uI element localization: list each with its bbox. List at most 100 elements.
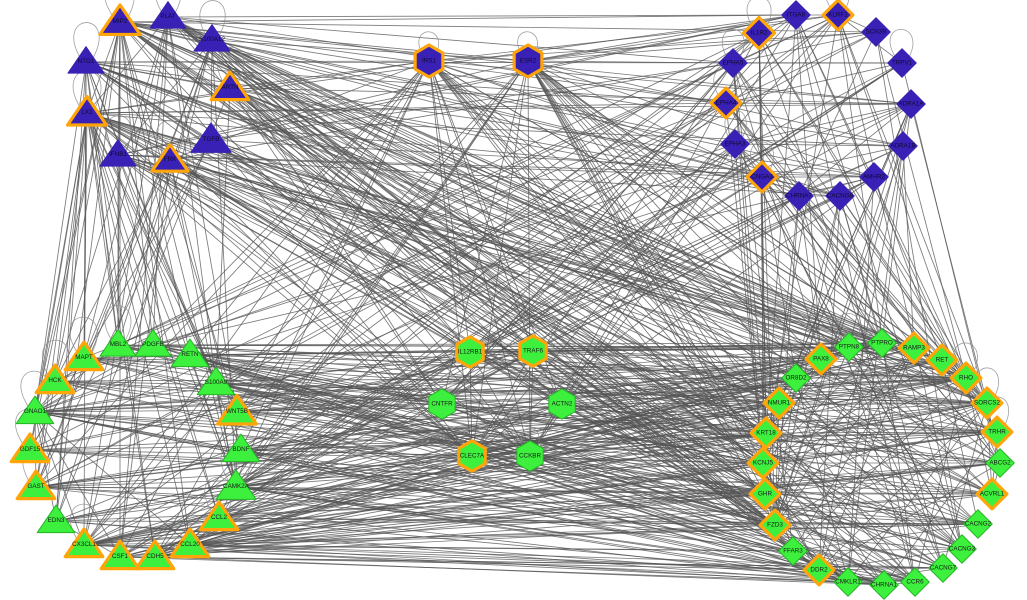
graph-node-plat[interactable]: PLAT <box>149 1 187 29</box>
graph-node-scn3b[interactable]: SCN3B <box>861 17 891 47</box>
triangle-node-glyph[interactable] <box>15 395 55 425</box>
diamond-node-glyph[interactable] <box>833 567 863 597</box>
diamond-node-glyph[interactable] <box>709 86 743 120</box>
triangle-node-glyph[interactable] <box>99 139 137 167</box>
triangle-node-glyph[interactable] <box>150 142 190 173</box>
diamond-node-glyph[interactable] <box>888 131 918 161</box>
graph-node-trpv1[interactable]: TRPV1 <box>887 48 917 78</box>
triangle-node-glyph[interactable] <box>221 433 261 463</box>
graph-edge <box>167 16 767 434</box>
diamond-node-glyph[interactable] <box>825 181 855 211</box>
hexagon-node-glyph[interactable] <box>512 43 544 79</box>
graph-node-clec7a[interactable]: CLEC7A <box>457 439 487 473</box>
graph-node-ifnb1[interactable]: IFNB1 <box>99 139 137 167</box>
graph-node-mbl2[interactable]: MBL2 <box>99 329 137 357</box>
diamond-node-glyph[interactable] <box>925 343 959 377</box>
diamond-node-glyph[interactable] <box>887 48 917 78</box>
triangle-node-glyph[interactable] <box>215 469 257 500</box>
triangle-node-glyph[interactable] <box>36 504 76 534</box>
triangle-node-glyph[interactable] <box>9 432 51 464</box>
graph-node-adra1a[interactable]: ADRA1A <box>896 89 926 119</box>
diamond-node-glyph[interactable] <box>949 361 983 395</box>
diamond-node-glyph[interactable] <box>869 570 899 600</box>
hexagon-node-glyph[interactable] <box>428 388 456 420</box>
triangle-node-glyph[interactable] <box>190 122 232 153</box>
triangle-node-glyph[interactable] <box>169 527 211 559</box>
hexagon-node-glyph[interactable] <box>516 440 544 472</box>
triangle-node-glyph[interactable] <box>209 70 251 102</box>
triangle-node-glyph[interactable] <box>63 340 105 372</box>
hexagon-node-glyph[interactable] <box>518 334 548 368</box>
graph-node-traf6[interactable]: TRAF6 <box>518 334 548 368</box>
hexagon-node-glyph[interactable] <box>548 388 576 420</box>
diamond-node-glyph[interactable] <box>897 331 931 365</box>
diamond-node-glyph[interactable] <box>896 89 926 119</box>
diamond-node-glyph[interactable] <box>802 553 836 587</box>
diamond-node-glyph[interactable] <box>859 162 889 192</box>
graph-node-mip2[interactable]: MIP2 <box>98 3 142 37</box>
graph-node-cmklr1[interactable]: CMKLR1 <box>833 567 863 597</box>
diamond-node-glyph[interactable] <box>970 386 1004 420</box>
diamond-node-glyph[interactable] <box>762 386 796 420</box>
graph-node-irs1[interactable]: IRS1 <box>413 43 445 79</box>
diamond-node-glyph[interactable] <box>975 477 1009 511</box>
graph-edge <box>152 60 430 346</box>
triangle-node-glyph[interactable] <box>196 366 236 396</box>
diamond-node-glyph[interactable] <box>748 477 782 511</box>
graph-node-cacng7[interactable]: CACNG7 <box>928 553 958 583</box>
triangle-node-glyph[interactable] <box>170 338 210 368</box>
triangle-node-glyph[interactable] <box>134 539 176 571</box>
triangle-node-glyph[interactable] <box>198 500 240 532</box>
diamond-node-glyph[interactable] <box>980 415 1014 449</box>
triangle-node-glyph[interactable] <box>34 363 76 395</box>
triangle-node-glyph[interactable] <box>193 24 231 52</box>
diamond-node-glyph[interactable] <box>804 342 838 376</box>
graph-node-klrf1[interactable]: KLRF1 <box>821 0 855 32</box>
diamond-node-glyph[interactable] <box>900 567 930 597</box>
graph-node-il12rb1[interactable]: IL12RB1 <box>455 335 485 369</box>
triangle-node-glyph[interactable] <box>215 393 259 426</box>
graph-edge <box>119 382 217 558</box>
graph-node-esr2[interactable]: ESR2 <box>512 43 544 79</box>
triangle-node-glyph[interactable] <box>15 469 57 501</box>
graph-edge <box>469 62 734 353</box>
diamond-node-glyph[interactable] <box>758 508 792 542</box>
triangle-node-glyph[interactable] <box>98 3 142 37</box>
diamond-node-glyph[interactable] <box>784 181 814 211</box>
diamond-node-glyph[interactable] <box>781 363 811 393</box>
diamond-node-glyph[interactable] <box>746 446 780 480</box>
triangle-node-glyph[interactable] <box>149 1 187 29</box>
diamond-node-glyph[interactable] <box>861 17 891 47</box>
diamond-node-glyph[interactable] <box>745 160 779 194</box>
hexagon-node-glyph[interactable] <box>457 439 487 473</box>
diamond-node-glyph[interactable] <box>741 15 777 51</box>
graph-node-pdgfb[interactable]: PDGFB <box>134 329 172 357</box>
diamond-node-glyph[interactable] <box>947 534 977 564</box>
diamond-node-glyph[interactable] <box>749 416 783 450</box>
triangle-node-glyph[interactable] <box>99 329 137 357</box>
diamond-node-glyph[interactable] <box>718 48 748 78</box>
graph-node-itga8[interactable]: ITGA8 <box>781 0 811 30</box>
diamond-node-glyph[interactable] <box>821 0 855 32</box>
diamond-node-glyph[interactable] <box>867 328 897 358</box>
diamond-node-glyph[interactable] <box>834 332 864 362</box>
hexagon-node-glyph[interactable] <box>455 335 485 369</box>
diamond-node-glyph[interactable] <box>963 509 993 539</box>
graph-node-mapt[interactable]: MAPT <box>63 340 105 372</box>
graph-edge <box>792 548 963 552</box>
hexagon-node-glyph[interactable] <box>413 43 445 79</box>
diamond-node-glyph[interactable] <box>781 0 811 30</box>
graph-node-cacng3[interactable]: CACNG3 <box>947 534 977 564</box>
self-loop-edge <box>889 29 914 60</box>
diamond-node-glyph[interactable] <box>928 553 958 583</box>
triangle-node-glyph[interactable] <box>99 539 141 571</box>
diamond-node-glyph[interactable] <box>778 536 808 566</box>
triangle-node-glyph[interactable] <box>134 329 172 357</box>
triangle-node-glyph[interactable] <box>63 527 105 559</box>
graph-node-ntg1[interactable]: NTG1 <box>67 46 105 74</box>
diamond-node-glyph[interactable] <box>985 448 1015 478</box>
triangle-node-glyph[interactable] <box>65 94 109 127</box>
triangle-node-glyph[interactable] <box>67 46 105 74</box>
diamond-node-glyph[interactable] <box>720 129 750 159</box>
